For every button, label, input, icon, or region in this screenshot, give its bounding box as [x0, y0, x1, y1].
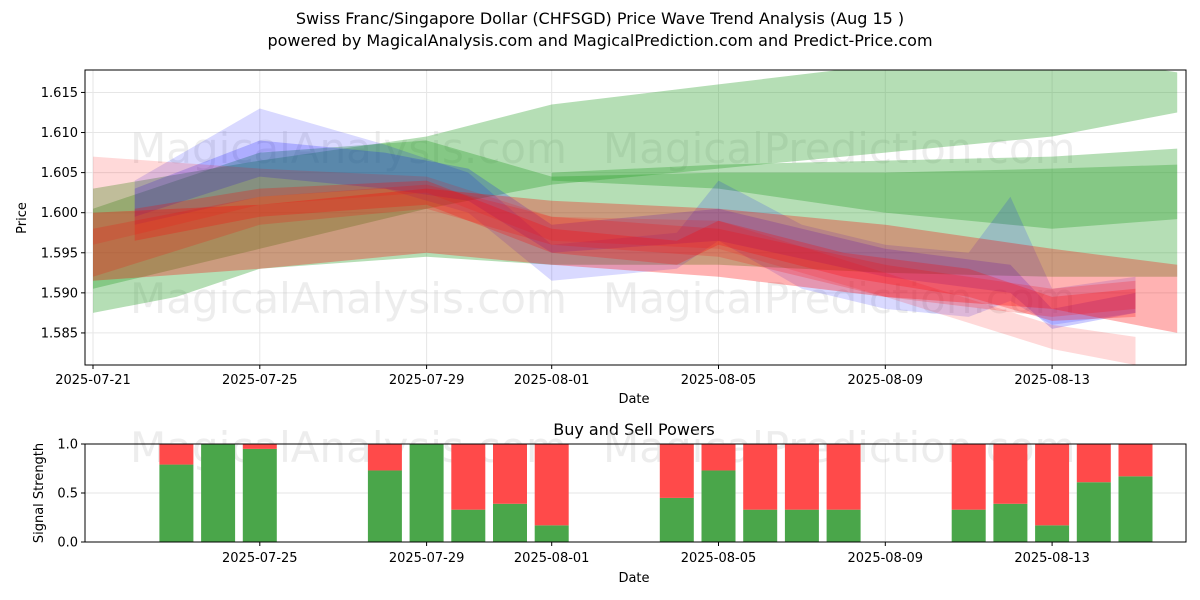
buy-bar — [451, 509, 486, 542]
sell-bar — [493, 444, 527, 504]
price-x-tick-label: 2025-08-01 — [514, 373, 590, 388]
sell-bar — [159, 444, 194, 465]
powers-bars — [159, 444, 1153, 542]
price-y-tick-label: 1.595 — [41, 246, 78, 261]
sell-bar — [701, 444, 736, 471]
sell-bar — [367, 444, 402, 471]
powers-x-tick-label: 2025-07-29 — [389, 551, 465, 566]
buy-bar — [493, 503, 527, 542]
price-y-axis-label: Price — [15, 202, 30, 234]
buy-bar — [201, 444, 236, 542]
powers-x-tick-label: 2025-07-25 — [222, 551, 298, 566]
price-y-axis: 1.585 1.590 1.595 1.600 1.605 1.610 1.615 — [41, 86, 85, 341]
sell-bar — [451, 444, 486, 510]
sell-bar — [951, 444, 986, 510]
price-watermarks: MagicalAnalysis.com MagicalPrediction.co… — [130, 124, 1076, 323]
powers-y-tick-label: 1.0 — [57, 438, 78, 453]
wave-band-red-6 — [93, 188, 1178, 333]
price-grid — [85, 70, 1186, 365]
buy-bar — [951, 509, 986, 542]
wave-band-green-2 — [551, 148, 1178, 229]
powers-x-axis-label: Date — [618, 571, 649, 586]
wave-band-blue-3 — [134, 108, 1136, 325]
wave-band-red-5 — [93, 156, 1136, 365]
watermark-analysis-top: MagicalAnalysis.com — [130, 124, 567, 173]
wave-band-green-0 — [93, 140, 1178, 313]
buy-bar — [659, 497, 694, 542]
buy-bar — [1035, 525, 1070, 542]
powers-x-tick-label: 2025-08-01 — [514, 551, 590, 566]
wave-band-green-1 — [93, 70, 1178, 289]
chart-title: Swiss Franc/Singapore Dollar (CHFSGD) Pr… — [295, 9, 905, 28]
chart-subtitle: powered by MagicalAnalysis.com and Magic… — [267, 31, 933, 50]
powers-x-tick-label: 2025-08-09 — [848, 551, 924, 566]
sell-bar — [993, 444, 1028, 504]
sell-bar — [1076, 444, 1111, 483]
sell-bar — [659, 444, 694, 498]
buy-bar — [159, 464, 194, 542]
powers-y-tick-label: 0.5 — [57, 487, 78, 502]
buy-bar — [993, 503, 1028, 542]
sell-bar — [242, 444, 277, 449]
sell-bar — [534, 444, 569, 526]
price-plot-frame — [84, 69, 1187, 366]
price-y-tick-label: 1.590 — [41, 286, 78, 301]
sell-bar — [1118, 444, 1153, 477]
buy-bar — [367, 470, 402, 542]
wave-band-red-8 — [93, 184, 1136, 317]
price-y-tick-label: 1.585 — [41, 326, 78, 341]
price-x-tick-label: 2025-08-05 — [681, 373, 757, 388]
price-x-axis: 2025-07-21 2025-07-25 2025-07-29 2025-08-01… — [55, 365, 1090, 388]
powers-x-tick-label: 2025-08-13 — [1014, 551, 1090, 566]
price-x-tick-label: 2025-08-09 — [848, 373, 924, 388]
price-y-tick-label: 1.615 — [41, 86, 78, 101]
wave-band-blue-4 — [134, 140, 1136, 329]
price-x-tick-label: 2025-08-13 — [1014, 373, 1090, 388]
buy-bar — [743, 509, 778, 542]
buy-bar — [242, 448, 277, 542]
buy-bar — [826, 509, 861, 542]
price-x-tick-label: 2025-07-21 — [55, 373, 131, 388]
wave-band-red-7 — [134, 180, 1136, 321]
powers-y-axis: 0.0 0.5 1.0 — [57, 438, 85, 551]
buy-bar — [1076, 482, 1111, 542]
buy-bar — [784, 509, 819, 542]
powers-x-tick-label: 2025-08-05 — [681, 551, 757, 566]
powers-y-tick-label: 0.0 — [57, 536, 78, 551]
buy-bar — [534, 525, 569, 542]
price-y-tick-label: 1.610 — [41, 126, 78, 141]
price-wave-bands — [93, 70, 1178, 365]
powers-title: Buy and Sell Powers — [553, 420, 715, 439]
buy-bar — [409, 444, 444, 542]
price-y-tick-label: 1.605 — [41, 166, 78, 181]
watermark-analysis-mid: MagicalAnalysis.com — [130, 274, 567, 323]
buy-bar — [701, 470, 736, 542]
sell-bar — [1035, 444, 1070, 526]
price-y-tick-label: 1.600 — [41, 206, 78, 221]
price-x-tick-label: 2025-07-29 — [389, 373, 465, 388]
sell-bar — [743, 444, 778, 510]
sell-bar — [826, 444, 861, 510]
watermark-prediction-mid: MagicalPrediction.com — [603, 274, 1076, 323]
buy-bar — [1118, 476, 1153, 542]
price-x-tick-label: 2025-07-25 — [222, 373, 298, 388]
sell-bar — [784, 444, 819, 510]
price-x-axis-label: Date — [618, 392, 649, 407]
watermark-prediction-top: MagicalPrediction.com — [603, 124, 1076, 173]
powers-y-axis-label: Signal Strength — [32, 443, 47, 543]
powers-x-axis: 2025-07-25 2025-07-29 2025-08-01 2025-08-05… — [222, 542, 1090, 566]
